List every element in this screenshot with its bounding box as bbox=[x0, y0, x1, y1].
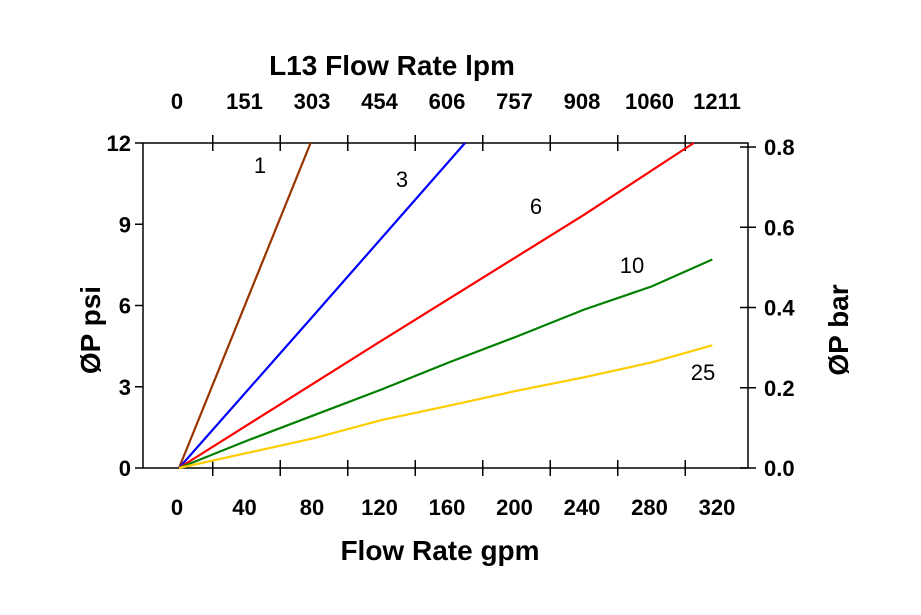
chart-title: L13 Flow Rate lpm bbox=[269, 50, 515, 81]
x-tick-label: 280 bbox=[631, 495, 668, 520]
x-top-tick-label: 606 bbox=[429, 89, 466, 114]
y2-tick-label: 0.6 bbox=[764, 215, 795, 240]
series-line-25 bbox=[178, 344, 713, 470]
x-tick-label: 120 bbox=[361, 495, 398, 520]
x-tick-label: 200 bbox=[496, 495, 533, 520]
x-top-tick-label: 757 bbox=[496, 89, 533, 114]
x-tick-label: 160 bbox=[429, 495, 466, 520]
series-label-3: 3 bbox=[396, 167, 408, 192]
x-tick-label: 240 bbox=[564, 495, 601, 520]
y-tick-label: 3 bbox=[119, 375, 131, 400]
x-top-tick-label: 1211 bbox=[693, 89, 741, 114]
series-line-1 bbox=[177, 142, 312, 469]
series-label-10: 10 bbox=[620, 253, 644, 278]
y-tick-label: 12 bbox=[107, 131, 131, 156]
series-line-10 bbox=[178, 258, 713, 470]
x-tick-label: 80 bbox=[300, 495, 324, 520]
y2-tick-label: 0.0 bbox=[764, 456, 795, 481]
y2-tick-label: 0.8 bbox=[764, 135, 795, 160]
x-top-tick-label: 0 bbox=[171, 89, 183, 114]
x-tick-label: 320 bbox=[699, 495, 736, 520]
y2-tick-label: 0.4 bbox=[764, 296, 795, 321]
y-tick-label: 9 bbox=[119, 212, 131, 237]
series-label-1: 1 bbox=[254, 153, 266, 178]
x-top-tick-label: 303 bbox=[294, 89, 331, 114]
x-top-tick-label: 908 bbox=[564, 89, 601, 114]
x-tick-label: 40 bbox=[232, 495, 256, 520]
plot-frame bbox=[142, 142, 749, 469]
y-tick-label: 0 bbox=[119, 456, 131, 481]
series-label-6: 6 bbox=[530, 194, 542, 219]
x-top-tick-label: 454 bbox=[361, 89, 398, 114]
x-axis-label: Flow Rate gpm bbox=[340, 535, 539, 566]
y2-axis-label: ØP bar bbox=[823, 284, 854, 375]
series-label-25: 25 bbox=[691, 360, 715, 385]
x-top-tick-label: 1060 bbox=[625, 89, 674, 114]
x-top-tick-label: 151 bbox=[226, 89, 263, 114]
y2-tick-label: 0.2 bbox=[764, 376, 795, 401]
series-line-3 bbox=[178, 142, 466, 469]
x-tick-label: 0 bbox=[171, 495, 183, 520]
y-axis-label: ØP psi bbox=[75, 286, 106, 374]
y-tick-label: 6 bbox=[119, 294, 131, 319]
series-line-6 bbox=[178, 142, 695, 469]
